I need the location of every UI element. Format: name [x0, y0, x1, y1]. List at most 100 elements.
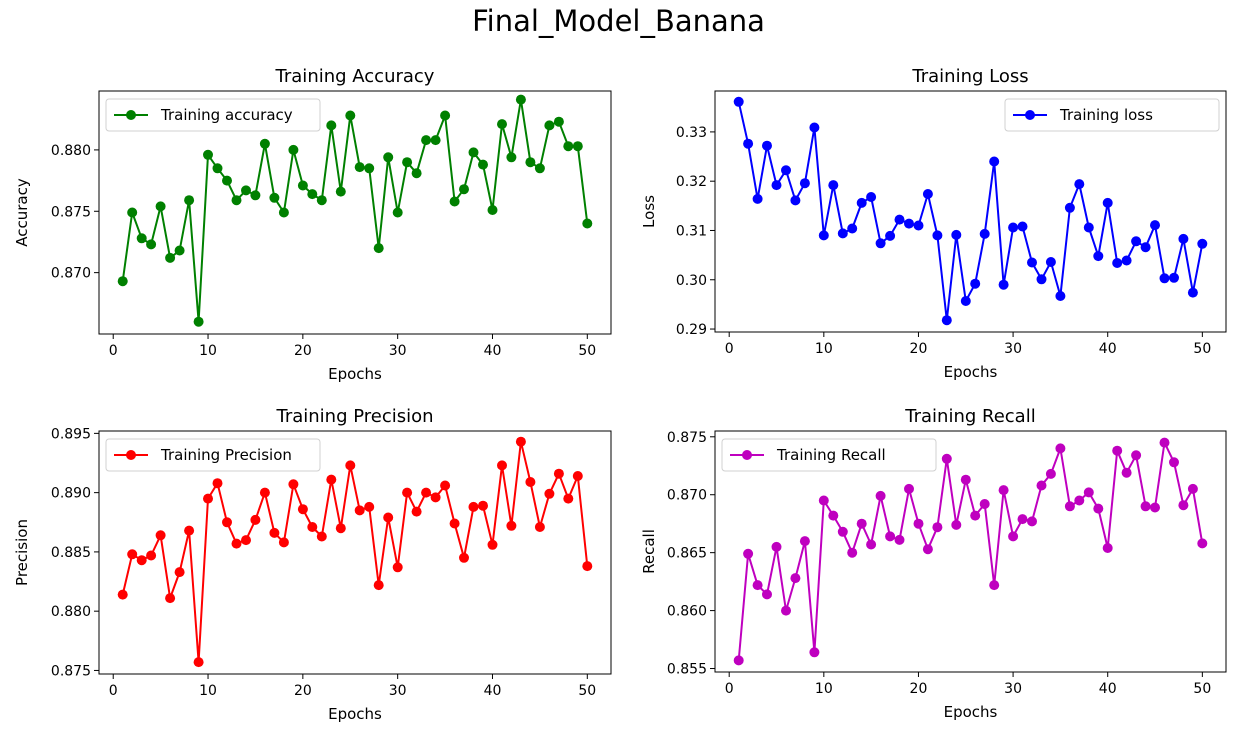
- chart-3-data-point: [1169, 457, 1179, 468]
- chart-1-data-point: [1083, 222, 1094, 233]
- precision-chart: Training Precision 0 10 20 30 40 50 0.875 0.880 0…: [13, 406, 612, 723]
- chart-1-data-point: [762, 140, 772, 151]
- chart-0-data-point: [411, 168, 422, 179]
- chart-2-data-point: [155, 530, 166, 541]
- chart-3-data-point: [818, 495, 829, 506]
- chart-0-data-point: [297, 180, 308, 191]
- chart-2-x-tick-label: 30: [389, 683, 407, 699]
- chart-3-data-point: [1197, 538, 1208, 549]
- chart-2-data-point: [478, 500, 488, 511]
- chart-0-data-point: [184, 195, 195, 206]
- chart-2-data-point: [335, 523, 346, 534]
- chart-3-title: Training Recall: [904, 406, 1035, 427]
- chart-3-data-point: [904, 483, 914, 494]
- chart-0-data-point: [392, 207, 403, 218]
- chart-3-data-point: [1140, 501, 1151, 512]
- chart-3-data-point: [913, 518, 924, 529]
- chart-3-data-point: [989, 580, 1000, 591]
- chart-3-data-point: [970, 510, 981, 521]
- chart-3-data-point: [1074, 495, 1085, 506]
- chart-0-y-tick-label: 0.880: [51, 143, 91, 159]
- chart-3-y-tick-label: 0.860: [667, 604, 707, 620]
- chart-1-x-tick-label: 30: [1004, 341, 1022, 357]
- chart-2-x-tick-label: 10: [199, 683, 217, 699]
- chart-0-x-tick-label: 30: [389, 343, 407, 359]
- chart-0-data-point: [117, 276, 128, 287]
- chart-2-y-tick-label: 0.890: [51, 486, 91, 502]
- chart-2-legend-marker: [126, 450, 136, 460]
- chart-3-data-point: [979, 499, 990, 509]
- chart-2-data-point: [136, 555, 147, 566]
- chart-2-x-tick-label: 40: [484, 683, 502, 699]
- chart-1-data-point: [799, 178, 810, 189]
- chart-0-data-point: [383, 152, 394, 163]
- chart-0-x-tick-label: 20: [294, 343, 312, 359]
- chart-0-axes-frame: [98, 90, 612, 335]
- chart-3-data-point: [951, 519, 962, 530]
- chart-3-data-point: [941, 453, 952, 464]
- chart-3-legend-label: Training Recall: [776, 446, 886, 464]
- chart-0-data-point: [136, 233, 147, 244]
- chart-3-data-point: [1121, 467, 1132, 478]
- chart-1-data-point: [979, 228, 990, 239]
- chart-3-data-point: [828, 510, 839, 521]
- chart-1-data-point: [856, 197, 867, 208]
- chart-2-data-point: [411, 506, 422, 517]
- chart-3-data-point: [847, 547, 858, 558]
- chart-2-data-point: [534, 522, 545, 532]
- figure-title: Final_Model_Banana: [472, 4, 765, 38]
- chart-3-data-point: [1083, 487, 1094, 498]
- chart-1-y-tick-label: 0.33: [676, 125, 707, 141]
- chart-0-data-point: [468, 147, 479, 158]
- chart-0-data-point: [515, 94, 526, 105]
- chart-1-x-axis-label: Epochs: [944, 363, 998, 381]
- chart-1-data-point: [790, 195, 801, 206]
- chart-2-data-point: [449, 518, 460, 529]
- chart-1-data-point: [951, 229, 962, 240]
- chart-0-data-point: [155, 201, 166, 212]
- chart-3-series-line: [737, 441, 1204, 661]
- chart-0-data-point: [316, 195, 327, 206]
- chart-1-x-tick-label: 20: [910, 341, 928, 357]
- chart-1-data-point: [743, 138, 754, 149]
- recall-chart: Training Recall 0 10 20 30 40 50 0.855 0.860 0.86…: [640, 406, 1227, 721]
- chart-3-data-point: [960, 474, 971, 485]
- chart-1-legend-marker: [1025, 110, 1035, 120]
- chart-1-data-point: [998, 279, 1009, 290]
- chart-2-data-point: [525, 477, 536, 487]
- chart-2-data-point: [269, 527, 280, 538]
- chart-1-y-tick-label: 0.29: [676, 322, 707, 338]
- chart-3-x-tick-label: 50: [1193, 681, 1211, 697]
- chart-2-x-tick-label: 20: [294, 683, 312, 699]
- chart-2-data-point: [222, 517, 232, 528]
- chart-3-data-point: [1178, 500, 1189, 511]
- chart-1-data-point: [866, 192, 877, 202]
- chart-1-data-point: [989, 156, 1000, 167]
- chart-2-data-point: [316, 531, 327, 542]
- chart-2-data-point: [572, 471, 583, 481]
- chart-3-data-point: [743, 548, 754, 559]
- chart-3-y-tick-label: 0.875: [667, 430, 707, 446]
- chart-3-data-point: [771, 541, 782, 552]
- chart-2-data-point: [174, 567, 185, 578]
- chart-0-data-point: [440, 110, 451, 121]
- chart-3-data-point: [875, 490, 886, 501]
- chart-2-data-point: [231, 538, 242, 549]
- chart-2-y-tick-label: 0.885: [51, 545, 91, 561]
- chart-0-data-point: [572, 141, 583, 152]
- chart-1-data-point: [809, 122, 820, 133]
- chart-3-data-point: [837, 526, 848, 537]
- chart-3-x-tick-label: 40: [1099, 681, 1117, 697]
- chart-2-data-point: [487, 539, 498, 550]
- chart-3-data-point: [1159, 437, 1170, 448]
- chart-0-x-tick-label: 0: [109, 343, 118, 359]
- chart-1-data-point: [970, 278, 981, 289]
- chart-2-data-point: [553, 468, 564, 479]
- chart-3-data-point: [1187, 483, 1198, 494]
- chart-3-data-point: [733, 655, 744, 666]
- chart-3-data-point: [1008, 531, 1019, 542]
- chart-0-data-point: [421, 135, 432, 146]
- chart-3-data-point: [1055, 443, 1066, 454]
- chart-2-data-point: [421, 487, 432, 498]
- chart-2-data-point: [297, 504, 308, 515]
